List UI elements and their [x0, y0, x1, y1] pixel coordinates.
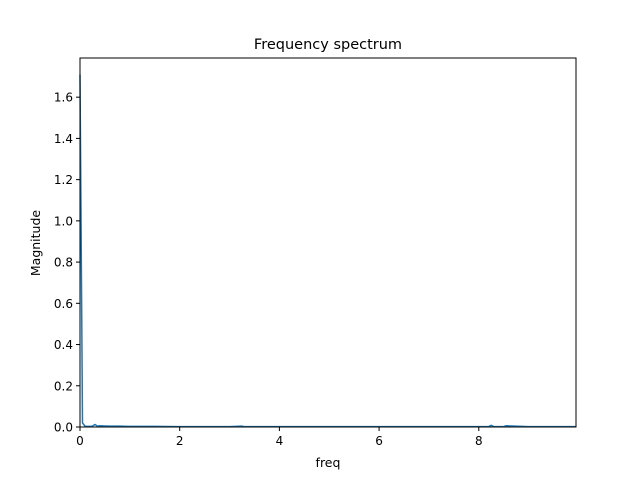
x-tick-label: 2: [176, 434, 184, 448]
y-axis-label: Magnitude: [28, 210, 43, 277]
y-tick-label: 1.6: [54, 91, 73, 105]
plot-frame: [79, 57, 577, 428]
x-tick-label: 4: [276, 434, 284, 448]
y-tick-label: 0.6: [54, 297, 73, 311]
series-line-0: [79, 74, 576, 428]
x-axis-ticks: 0 2 4 6 8: [76, 427, 483, 448]
y-tick-label: 0.2: [54, 379, 73, 393]
y-tick-label: 1.2: [54, 173, 73, 187]
x-tick-label: 8: [475, 434, 483, 448]
y-tick-label: 1.0: [54, 214, 73, 228]
chart-title: Frequency spectrum: [254, 37, 402, 53]
plot-area: [79, 57, 577, 428]
x-tick-label: 0: [76, 434, 84, 448]
x-tick-label: 6: [375, 434, 383, 448]
y-tick-label: 0.4: [54, 338, 73, 352]
y-tick-label: 0.0: [54, 421, 73, 435]
y-axis-ticks: 0.0 0.2 0.4 0.6 0.8 1.0 1.2 1.4 1.6: [54, 91, 80, 435]
y-tick-label: 0.8: [54, 256, 73, 270]
y-tick-label: 1.4: [54, 132, 73, 146]
x-axis-label: freq: [316, 455, 341, 470]
